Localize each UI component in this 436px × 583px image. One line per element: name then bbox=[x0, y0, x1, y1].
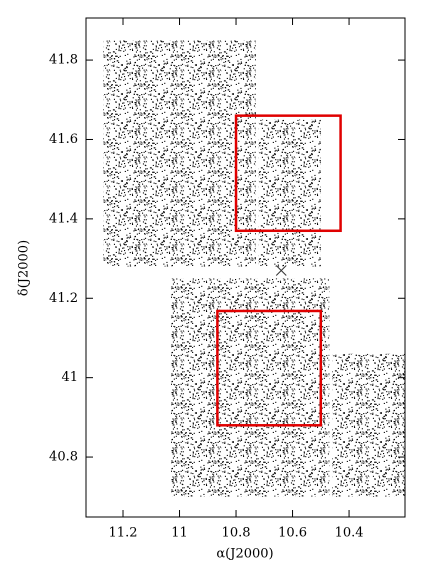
plot-frame bbox=[85, 17, 406, 518]
star-field bbox=[171, 278, 330, 497]
x-tick-label: 10.6 bbox=[278, 526, 307, 541]
y-tick-label: 41.6 bbox=[49, 132, 78, 147]
y-tick-label: 41 bbox=[61, 370, 78, 385]
y-tick-label: 40.8 bbox=[49, 450, 78, 465]
y-tick-label: 41.4 bbox=[49, 211, 78, 226]
x-tick-label: 10.4 bbox=[335, 526, 364, 541]
center-marker bbox=[275, 265, 287, 276]
highlight-box bbox=[216, 309, 323, 427]
y-axis-title: δ(J2000) bbox=[17, 240, 32, 296]
highlight-box bbox=[234, 114, 342, 233]
x-tick-label: 11.2 bbox=[109, 526, 138, 541]
y-tick-label: 41.8 bbox=[49, 53, 78, 68]
x-tick-label: 11 bbox=[171, 526, 188, 541]
star-field bbox=[332, 353, 406, 497]
star-field bbox=[258, 119, 321, 267]
y-tick-label: 41.2 bbox=[49, 291, 78, 306]
x-tick-label: 10.8 bbox=[222, 526, 251, 541]
x-axis-title: α(J2000) bbox=[216, 547, 273, 562]
star-field bbox=[103, 40, 256, 267]
